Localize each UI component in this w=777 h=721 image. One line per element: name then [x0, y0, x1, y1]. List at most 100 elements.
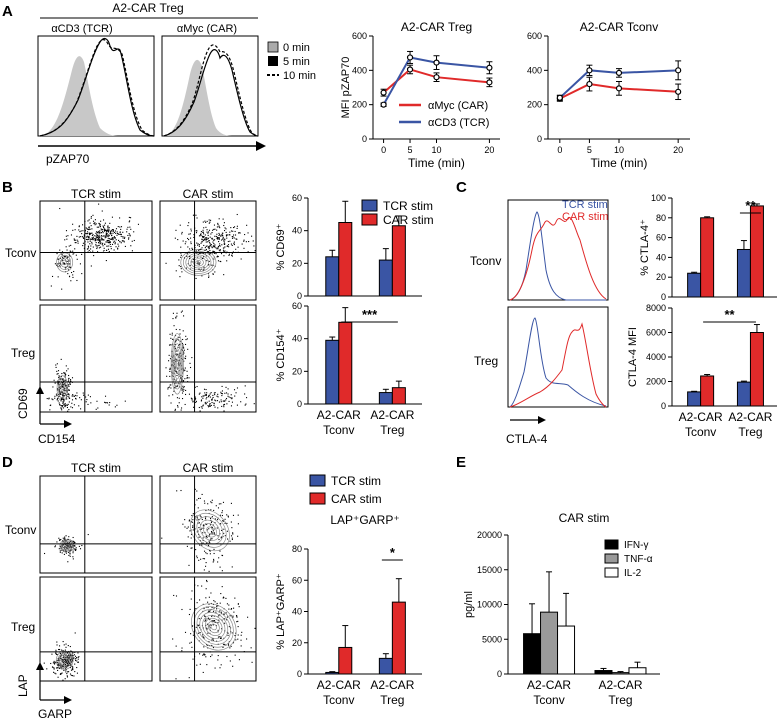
event-dot — [197, 530, 199, 532]
event-dot — [83, 237, 85, 240]
event-dot — [116, 404, 118, 406]
event-dot — [223, 406, 225, 408]
legend-swatch — [361, 213, 378, 226]
event-dot — [78, 229, 80, 231]
event-dot — [59, 393, 61, 395]
event-dot — [175, 379, 177, 381]
event-dot — [115, 239, 117, 241]
density-contour — [173, 348, 181, 380]
event-dot — [57, 676, 59, 678]
event-dot — [216, 605, 218, 607]
event-dot — [55, 364, 57, 366]
event-dot — [214, 251, 216, 253]
event-dot — [106, 230, 108, 232]
event-dot — [62, 262, 64, 264]
event-dot — [211, 538, 213, 540]
data-point — [406, 54, 414, 61]
event-dot — [252, 240, 254, 242]
hist-line-10min — [39, 39, 155, 137]
event-dot — [205, 248, 207, 251]
event-dot — [225, 231, 227, 233]
event-dot — [75, 254, 77, 256]
event-dot — [56, 660, 58, 662]
panel-letter-a: A — [2, 3, 13, 20]
event-dot — [77, 240, 79, 242]
ctla4-arrowhead — [538, 416, 546, 424]
event-dot — [117, 232, 119, 235]
event-dot — [91, 228, 93, 230]
event-dot — [56, 395, 58, 397]
event-dot — [54, 546, 56, 548]
event-dot — [119, 231, 121, 233]
flow-plot — [159, 304, 257, 413]
event-dot — [187, 526, 189, 528]
event-dot — [76, 279, 78, 282]
event-dot — [95, 245, 97, 247]
event-dot — [61, 259, 63, 261]
event-dot — [60, 673, 62, 675]
event-dot — [53, 667, 55, 669]
event-dot — [170, 402, 172, 404]
event-dot — [68, 380, 70, 382]
event-dot — [66, 666, 68, 668]
event-dot — [205, 245, 207, 247]
event-dot — [236, 238, 238, 240]
event-dot — [208, 247, 211, 249]
b-col-title-car: CAR stim — [183, 187, 234, 201]
event-dot — [60, 397, 62, 399]
event-dot — [206, 396, 208, 398]
event-dot — [246, 224, 248, 226]
event-dot — [187, 348, 189, 350]
event-dot — [237, 514, 239, 516]
significance-marker: ** — [724, 307, 735, 322]
event-dot — [218, 218, 220, 220]
event-dot — [67, 652, 69, 654]
event-dot — [78, 225, 80, 227]
series-line — [559, 83, 679, 100]
event-dot — [88, 228, 90, 230]
event-dot — [72, 666, 74, 668]
event-dot — [234, 395, 236, 397]
event-dot — [67, 545, 69, 547]
event-dot — [89, 233, 91, 235]
event-dot — [251, 235, 253, 237]
event-dot — [102, 232, 104, 234]
event-dot — [88, 235, 90, 238]
event-dot — [106, 230, 108, 232]
event-dot — [209, 542, 211, 544]
event-dot — [231, 566, 233, 568]
event-dot — [73, 270, 75, 273]
event-dot — [66, 538, 68, 540]
event-dot — [243, 240, 245, 242]
event-dot — [67, 664, 69, 666]
event-dot — [87, 251, 89, 253]
event-dot — [251, 661, 253, 663]
event-dot — [202, 405, 204, 407]
event-dot — [231, 255, 233, 257]
event-dot — [75, 398, 77, 400]
event-dot — [170, 384, 172, 386]
event-dot — [74, 671, 76, 673]
event-dot — [190, 598, 192, 600]
y-tick-label: 40 — [292, 607, 302, 617]
event-dot — [70, 650, 72, 652]
flow-plot-frame — [39, 200, 153, 301]
event-dot — [220, 261, 222, 263]
event-dot — [198, 245, 200, 247]
event-dot — [204, 392, 206, 394]
event-dot — [212, 533, 214, 535]
event-dot — [209, 244, 212, 246]
event-dot — [69, 263, 71, 265]
event-dot — [214, 406, 216, 408]
event-dot — [209, 253, 211, 255]
event-dot — [231, 527, 233, 529]
d-row-label-treg: Treg — [11, 620, 35, 634]
event-dot — [182, 523, 184, 525]
event-dot — [207, 503, 209, 505]
event-dot — [69, 667, 72, 669]
event-dot — [55, 667, 58, 669]
event-dot — [219, 667, 221, 669]
event-dot — [218, 232, 220, 234]
event-dot — [213, 239, 215, 241]
event-dot — [197, 507, 199, 509]
